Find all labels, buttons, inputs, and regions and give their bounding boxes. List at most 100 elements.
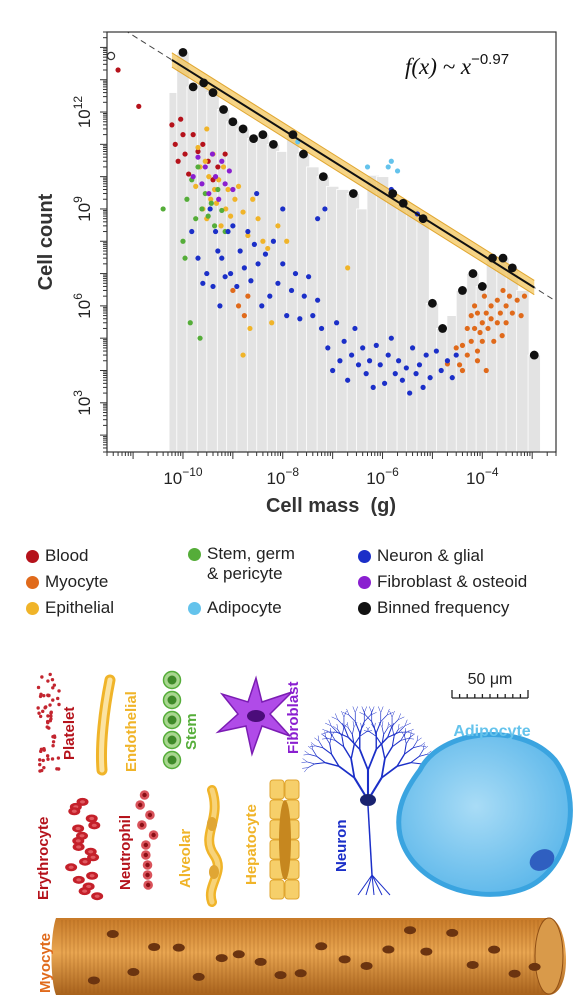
- point-neuron-glial: [227, 270, 234, 277]
- neuron-dendrite: [380, 706, 384, 713]
- point-myocyte: [477, 329, 483, 336]
- platelet: [51, 740, 56, 744]
- stem-cells: [162, 670, 182, 770]
- data-points: [115, 67, 528, 396]
- myocyte-nucleus: [420, 947, 433, 956]
- platelet: [38, 758, 42, 762]
- point-blood: [215, 164, 221, 170]
- neuron-dendrite: [359, 721, 365, 734]
- neutrophil-nucleus: [137, 802, 143, 808]
- point-fibroblast-osteoid: [209, 151, 216, 157]
- platelet: [46, 693, 51, 698]
- stem-nucleus: [167, 755, 177, 765]
- neuron-soma: [360, 794, 376, 806]
- neuron-dendrite: [359, 731, 367, 737]
- neuron-dendrite: [386, 708, 390, 716]
- neuron-terminal: [365, 874, 373, 896]
- stem-nucleus: [167, 675, 177, 685]
- neuron-dendrite: [325, 736, 331, 744]
- neuron-dendrite: [302, 758, 308, 763]
- neuron-dendrite: [398, 725, 406, 733]
- neuron-dendrite: [355, 706, 358, 713]
- point-neuron-glial: [416, 362, 423, 368]
- point-neuron-glial: [373, 342, 379, 348]
- point-neuron-glial: [207, 206, 213, 212]
- neuron-terminal: [357, 874, 373, 896]
- point-neuron-glial: [259, 303, 265, 309]
- neuron-dendrite: [331, 716, 338, 720]
- binned-point: [199, 78, 209, 88]
- point-myocyte: [506, 293, 513, 299]
- neuron-dendrite: [327, 738, 336, 741]
- point-myocyte: [494, 297, 500, 303]
- neuron-dendrite: [325, 761, 340, 768]
- x-tick-label: 10−4: [466, 465, 499, 488]
- point-stem-germ-pericyte: [197, 335, 203, 341]
- platelet: [50, 757, 55, 761]
- hepatocyte: [269, 779, 285, 800]
- myocyte-nucleus: [528, 962, 541, 971]
- point-neuron-glial: [270, 238, 277, 244]
- erythrocyte-center: [82, 860, 88, 864]
- point-myocyte: [518, 313, 524, 319]
- neuron-dendrite: [335, 713, 338, 720]
- neuron-dendrite: [410, 731, 412, 738]
- legend-item-stem: Stem, germ & pericyte: [188, 544, 295, 584]
- binned-point: [398, 198, 408, 208]
- scale-bar: [451, 690, 529, 699]
- binned-point: [188, 82, 198, 92]
- point-neuron-glial: [409, 345, 416, 351]
- y-axis: 103 106 109 1012: [71, 31, 107, 453]
- neuron-dendrite: [347, 722, 349, 728]
- neuron-axon: [367, 805, 373, 876]
- point-neuron-glial: [449, 375, 455, 381]
- point-neuron-glial: [275, 280, 281, 286]
- point-blood: [190, 132, 196, 138]
- neuron-dendrite: [369, 706, 372, 713]
- adipocyte-label: Adipocyte: [453, 723, 530, 740]
- binned-point: [269, 139, 278, 149]
- legend-item-fibroblast: Fibroblast & osteoid: [358, 572, 527, 592]
- erythrocyte-center: [75, 826, 81, 831]
- point-epithelial: [247, 325, 253, 332]
- point-epithelial: [269, 320, 275, 326]
- neuron-dendrite: [307, 763, 315, 768]
- neutrophil-nucleus: [145, 882, 151, 888]
- point-neuron-glial: [330, 367, 336, 374]
- platelet: [46, 757, 50, 761]
- point-neuron-glial: [284, 313, 290, 319]
- point-neuron-glial: [333, 320, 340, 326]
- point-neuron-glial: [230, 223, 236, 229]
- neuron-dendrite: [334, 740, 345, 748]
- binned-point: [288, 130, 298, 140]
- erythrocyte-center: [76, 845, 82, 849]
- neuron-dendrite: [329, 728, 332, 734]
- point-blood: [195, 148, 201, 155]
- point-neuron-glial: [325, 345, 331, 351]
- point-blood: [200, 141, 206, 147]
- fit-lines: [126, 32, 556, 302]
- neuron-dendrite: [419, 754, 427, 757]
- neuron-dendrite: [365, 714, 372, 722]
- point-neuron-glial: [195, 255, 201, 261]
- neutrophil-nucleus: [139, 822, 145, 828]
- point-neuron-glial: [280, 261, 286, 267]
- neuron-dendrite: [391, 736, 395, 747]
- point-neuron-glial: [366, 358, 373, 364]
- neuron-dendrite: [397, 726, 403, 730]
- y-axis-label: Cell count: [35, 193, 57, 290]
- myocyte-nucleus: [315, 942, 328, 951]
- myocyte-end: [534, 917, 564, 995]
- erythrocyte-center: [89, 816, 95, 821]
- adipocyte-cell: [396, 732, 573, 897]
- point-neuron-glial: [352, 325, 358, 332]
- neuron-dendrite: [404, 747, 414, 755]
- point-stem-germ-pericyte: [193, 216, 199, 222]
- myocyte-nucleus: [404, 926, 417, 935]
- stem-nucleus: [167, 695, 177, 705]
- erythrocyte-cells: [65, 797, 104, 901]
- erythrocyte: [65, 863, 78, 872]
- point-fibroblast-osteoid: [216, 196, 222, 202]
- point-epithelial: [193, 183, 199, 189]
- binned-point: [498, 253, 508, 263]
